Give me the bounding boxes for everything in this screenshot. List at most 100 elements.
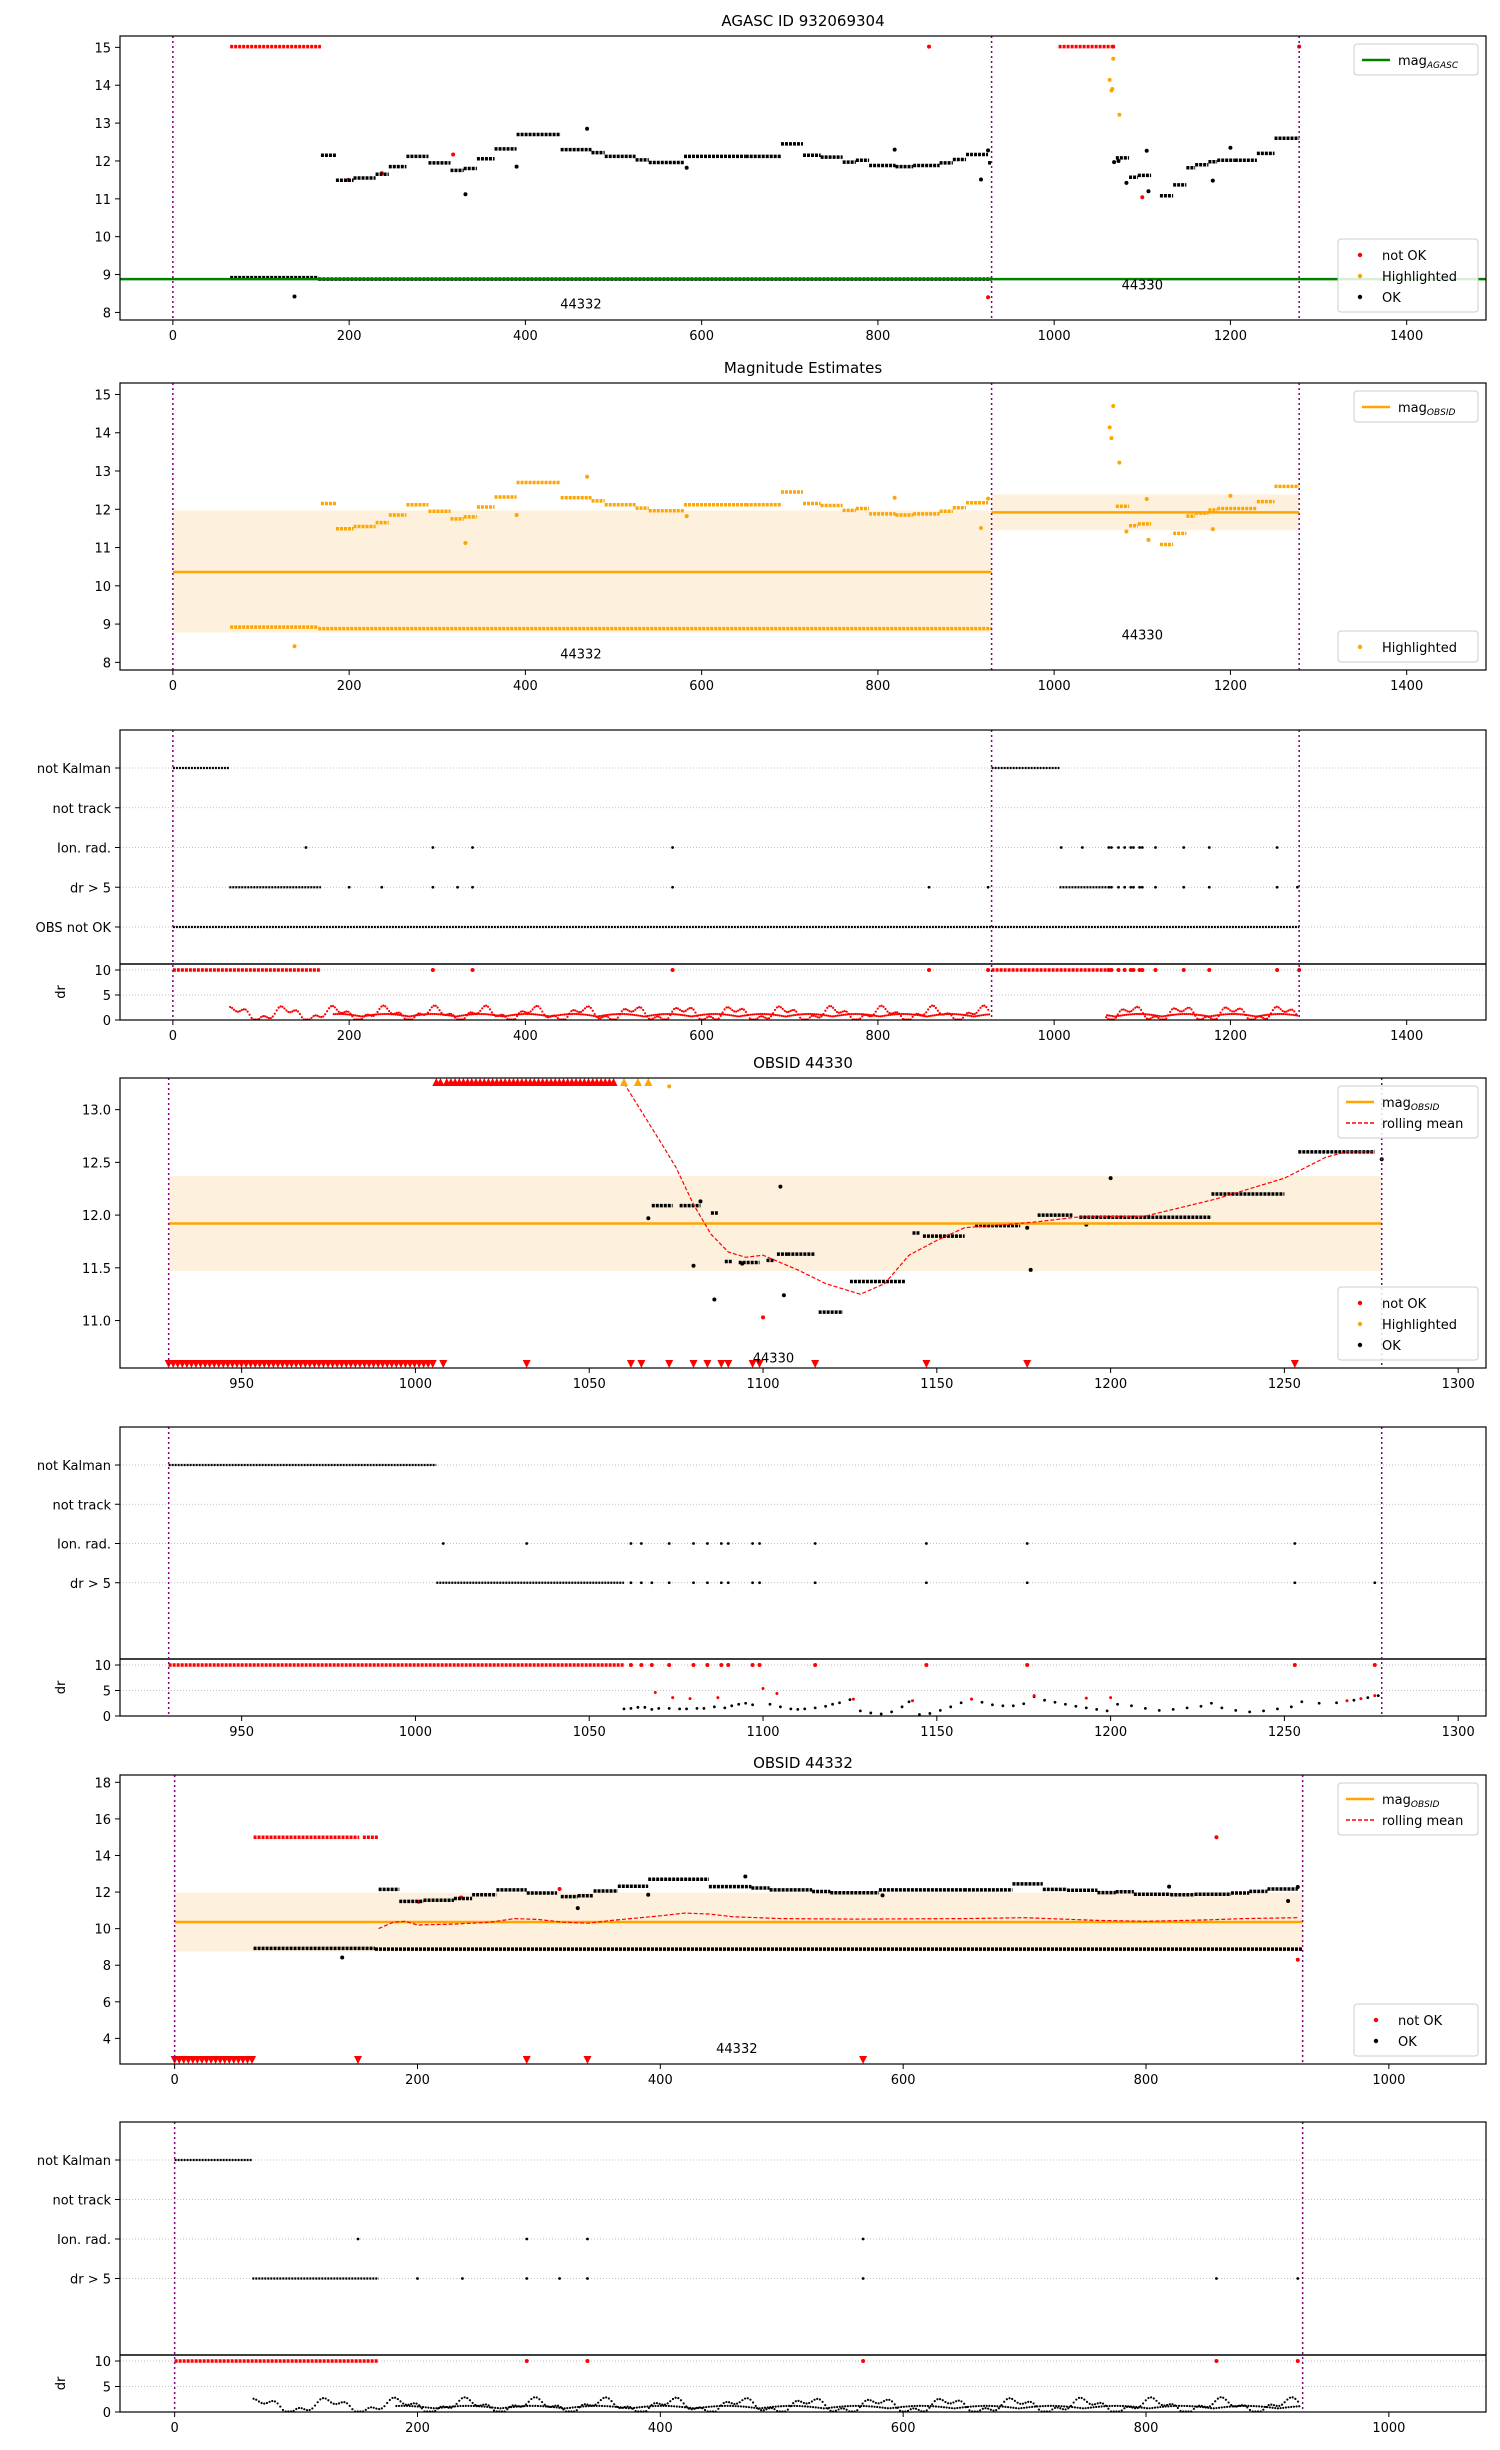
- dr-point: [396, 2397, 399, 2401]
- dr-clipped-point: [1116, 968, 1121, 972]
- dr-point: [741, 1014, 744, 1017]
- dr-point: [800, 2400, 803, 2403]
- x-tick-label: 1250: [1268, 1725, 1301, 1740]
- dr-tick-label: 5: [103, 1685, 111, 1700]
- dr-point: [1134, 1006, 1137, 1009]
- y-tick-label: 15: [94, 388, 111, 403]
- x-tick-label: 0: [170, 2421, 178, 2436]
- dr-point: [575, 1012, 578, 1016]
- dr-point: [714, 1012, 717, 1016]
- dr-point: [1011, 2397, 1014, 2401]
- x-tick-label: 800: [865, 329, 890, 344]
- dr-point: [364, 2408, 367, 2411]
- dr-point: [277, 1006, 280, 1009]
- dr-point: [528, 1012, 531, 1016]
- dr-point: [993, 2404, 996, 2408]
- x-tick-label: 400: [513, 329, 538, 344]
- dr-point: [694, 1011, 697, 1014]
- x-tick-label: 200: [405, 2073, 430, 2088]
- dr-point: [579, 1010, 583, 1013]
- dr-point: [1224, 2398, 1228, 2401]
- chart-title: OBSID 44332: [753, 1754, 853, 1772]
- dr-point: [932, 2405, 935, 2408]
- dr-point: [886, 1010, 889, 1013]
- dr-point: [1111, 2404, 1114, 2408]
- dr-point: [767, 1013, 770, 1016]
- dr-point: [969, 1012, 972, 1015]
- dr-point: [1080, 2396, 1083, 2400]
- dr-point: [410, 1015, 413, 1018]
- dr-point: [953, 1012, 956, 1016]
- dr-point: [263, 1015, 267, 1018]
- x-tick-label: 1000: [1038, 679, 1071, 694]
- dr-point: [805, 2402, 808, 2405]
- dr-point: [814, 1015, 817, 1018]
- dr-point: [768, 1017, 771, 1020]
- dr-point: [463, 1017, 466, 1020]
- dr-point: [662, 2404, 665, 2407]
- dr-point: [881, 2406, 884, 2409]
- x-tick-label: 1250: [1268, 1377, 1301, 1392]
- flag-label: not track: [52, 2194, 111, 2209]
- dr-point: [1101, 2402, 1105, 2405]
- legend-label: OK: [1382, 1339, 1401, 1354]
- y-tick-label: 12: [94, 503, 111, 518]
- dr-point: [633, 2406, 636, 2410]
- dr-point: [733, 2402, 736, 2406]
- dr-point: [718, 1013, 721, 1016]
- dr-point: [854, 2404, 857, 2407]
- dr-point: [391, 2396, 394, 2400]
- dr-point: [1024, 2401, 1027, 2404]
- dr-point: [1228, 1012, 1231, 1016]
- dr-point: [460, 2397, 464, 2400]
- dr-point: [527, 2400, 530, 2403]
- dr-point: [402, 1014, 405, 1017]
- dr-point: [352, 1014, 355, 1017]
- dr-point: [311, 2407, 314, 2410]
- dr-point: [925, 1015, 929, 1018]
- dr-point: [891, 1013, 894, 1016]
- dr-point: [535, 2396, 538, 2399]
- dr-point: [257, 2400, 261, 2403]
- dr-point: [958, 1013, 962, 1016]
- dr-point: [931, 1014, 935, 1017]
- dr-point: [897, 2406, 900, 2409]
- dr-point: [852, 1012, 855, 1016]
- dr-point: [965, 1012, 969, 1015]
- dr-point: [622, 1008, 625, 1011]
- dr-point: [818, 1016, 821, 1019]
- dr-point: [771, 2405, 775, 2408]
- dr-point: [1267, 1015, 1271, 1018]
- dr-point: [1109, 1014, 1113, 1017]
- dr-point: [1279, 1008, 1282, 1011]
- clipped-low-marker: [637, 1360, 646, 1368]
- dr-point: [921, 2404, 924, 2407]
- dr-point: [837, 2408, 840, 2411]
- dr-point: [531, 2404, 534, 2407]
- dr-point: [615, 1012, 618, 1016]
- x-tick-label: 1050: [573, 1725, 606, 1740]
- dr-point: [657, 1706, 661, 1710]
- dr-clipped-point: [667, 1663, 672, 1667]
- dr-point: [721, 2404, 724, 2408]
- dr-point: [468, 2399, 472, 2402]
- dr-point: [1036, 2405, 1039, 2408]
- dr-point: [733, 1010, 736, 1013]
- dr-point: [405, 2404, 409, 2408]
- dr-point: [534, 1013, 537, 1016]
- dr-point: [313, 2404, 317, 2407]
- dr-point: [1140, 2406, 1143, 2409]
- data-point-ok: [1295, 1884, 1300, 1889]
- flag-point: [1296, 2277, 1300, 2280]
- dr-point: [395, 2404, 398, 2408]
- dr-point: [1064, 1702, 1067, 1706]
- dr-point: [1281, 1009, 1284, 1013]
- dr-point: [458, 1014, 461, 1017]
- dr-point: [825, 1014, 828, 1017]
- dr-point: [772, 1013, 776, 1016]
- dr-point: [837, 1011, 841, 1014]
- dr-point: [622, 1707, 626, 1711]
- dr-point: [359, 1015, 363, 1018]
- dr-point: [624, 1007, 627, 1011]
- dr-point: [1174, 1007, 1178, 1010]
